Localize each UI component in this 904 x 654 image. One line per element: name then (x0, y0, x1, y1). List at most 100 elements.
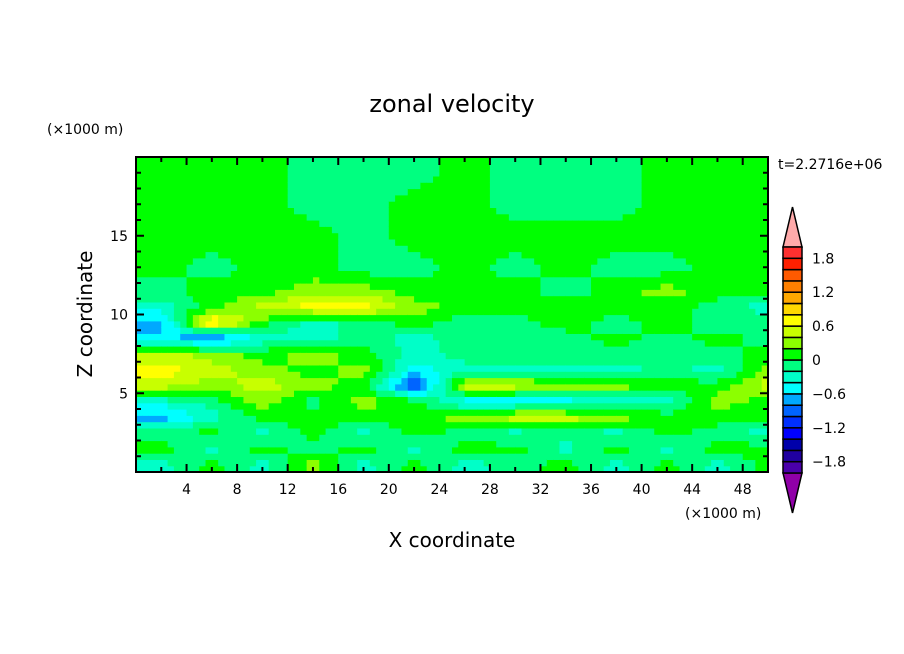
heatmap-cell (660, 238, 668, 246)
heatmap-cell (148, 245, 156, 253)
heatmap-cell (154, 283, 162, 290)
heatmap-cell (452, 453, 459, 460)
heatmap-cell (565, 339, 573, 347)
heatmap-cell (717, 320, 725, 328)
heatmap-cell (262, 352, 270, 360)
heatmap-cell (369, 402, 377, 410)
heatmap-cell (331, 163, 339, 171)
heatmap-cell (641, 465, 649, 473)
heatmap-cell (325, 396, 333, 404)
heatmap-cell (730, 188, 737, 196)
heatmap-cell (268, 283, 276, 290)
heatmap-cell (426, 371, 434, 379)
heatmap-cell (698, 333, 706, 341)
heatmap-cell (540, 402, 548, 410)
heatmap-cell (312, 453, 320, 460)
heatmap-cell (154, 257, 162, 265)
heatmap-cell (192, 446, 200, 454)
heatmap-cell (382, 207, 390, 215)
heatmap-cell (426, 264, 434, 271)
heatmap-cell (730, 314, 737, 322)
heatmap-cell (654, 194, 662, 202)
heatmap-cell (180, 352, 188, 360)
heatmap-cell (262, 346, 270, 353)
heatmap-cell (287, 358, 295, 366)
heatmap-cell (717, 226, 725, 234)
heatmap-cell (401, 207, 409, 215)
heatmap-cell (357, 396, 365, 404)
heatmap-cell (388, 169, 396, 177)
heatmap-cell (382, 371, 390, 379)
heatmap-cell (749, 283, 756, 290)
heatmap-cell (262, 409, 270, 416)
heatmap-cell (186, 327, 194, 334)
heatmap-cell (673, 264, 681, 271)
heatmap-cell (628, 440, 636, 448)
heatmap-cell (723, 270, 731, 278)
heatmap-cell (660, 427, 668, 435)
heatmap-cell (312, 440, 320, 448)
heatmap-cell (142, 333, 150, 341)
heatmap-cell (616, 257, 624, 265)
heatmap-cell (230, 157, 238, 164)
heatmap-cell (610, 371, 617, 379)
heatmap-cell (755, 371, 763, 379)
heatmap-cell (540, 232, 548, 240)
heatmap-cell (230, 220, 238, 227)
heatmap-cell (654, 371, 662, 379)
heatmap-cell (553, 182, 561, 190)
heatmap-cell (230, 364, 238, 372)
heatmap-cell (540, 295, 548, 303)
heatmap-cell (439, 301, 447, 309)
heatmap-cell (616, 163, 624, 171)
heatmap-cell (458, 314, 466, 322)
heatmap-cell (610, 251, 617, 259)
heatmap-cell (249, 415, 257, 423)
heatmap-cell (546, 226, 554, 234)
heatmap-cell (736, 453, 744, 460)
heatmap-cell (635, 169, 643, 177)
heatmap-cell (433, 270, 440, 278)
heatmap-cell (211, 182, 219, 190)
heatmap-cell (508, 421, 516, 429)
heatmap-cell (717, 390, 725, 397)
heatmap-cell (464, 333, 472, 341)
heatmap-cell (654, 409, 662, 416)
heatmap-cell (698, 459, 706, 467)
heatmap-cell (350, 175, 358, 183)
heatmap-cell (395, 301, 403, 309)
heatmap-cell (470, 421, 478, 429)
heatmap-cell (742, 346, 750, 353)
heatmap-cell (262, 289, 270, 297)
heatmap-cell (325, 220, 333, 227)
heatmap-cell (496, 402, 504, 410)
heatmap-cell (565, 201, 573, 208)
heatmap-cell (717, 427, 725, 435)
heatmap-cell (167, 402, 175, 410)
heatmap-cell (635, 175, 643, 183)
heatmap-cell (464, 194, 472, 202)
heatmap-cell (470, 163, 478, 171)
heatmap-cell (540, 163, 548, 171)
heatmap-cell (597, 339, 605, 347)
heatmap-cell (344, 175, 352, 183)
heatmap-cell (312, 446, 320, 454)
heatmap-cell (761, 220, 769, 227)
heatmap-cell (211, 226, 219, 234)
heatmap-cell (281, 434, 289, 442)
heatmap-cell (433, 427, 440, 435)
heatmap-cell (268, 364, 276, 372)
heatmap-cell (218, 182, 226, 190)
heatmap-cell (755, 182, 763, 190)
heatmap-cell (414, 264, 421, 271)
heatmap-cell (426, 295, 434, 303)
heatmap-cell (559, 251, 567, 259)
heatmap-cell (401, 453, 409, 460)
heatmap-cell (666, 289, 674, 297)
heatmap-cell (237, 421, 245, 429)
heatmap-cell (666, 446, 674, 454)
heatmap-cell (692, 434, 700, 442)
heatmap-cell (148, 346, 156, 353)
heatmap-cell (477, 194, 485, 202)
heatmap-cell (521, 434, 529, 442)
